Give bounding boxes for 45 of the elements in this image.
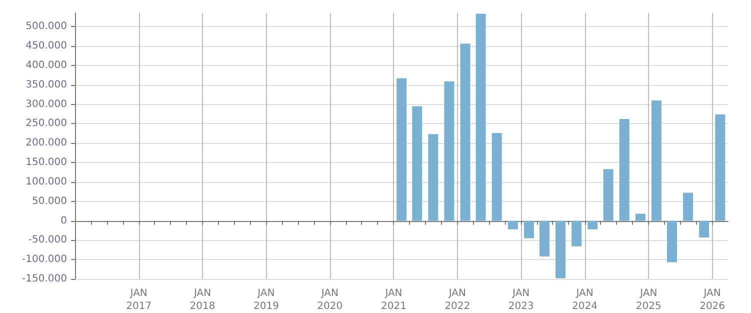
x-tick-label: JAN 2017 xyxy=(126,288,152,312)
y-tick-label: -50.000 xyxy=(28,234,67,246)
bar xyxy=(619,119,630,221)
bar xyxy=(428,134,438,221)
x-tick-label: JAN 2018 xyxy=(190,288,216,312)
bar xyxy=(524,220,534,238)
y-tick-label: 500.000 xyxy=(26,21,67,32)
y-tick-label: 100.000 xyxy=(26,176,67,188)
bar xyxy=(683,192,694,221)
y-tick-label: 250.000 xyxy=(26,118,67,130)
x-tick-label: JAN 2025 xyxy=(636,288,662,312)
x-tick-label: JAN 2024 xyxy=(572,288,598,312)
bar xyxy=(572,220,582,246)
bar xyxy=(635,214,646,221)
y-tick-label: 0 xyxy=(60,215,67,226)
y-tick-label: 200.000 xyxy=(26,138,67,149)
y-tick-label: 50.000 xyxy=(32,196,67,207)
x-tick-label: JAN 2019 xyxy=(253,288,279,312)
y-tick-label: 350.000 xyxy=(26,79,67,90)
x-tick-label: JAN 2020 xyxy=(317,288,343,312)
y-tick-label: -100.000 xyxy=(22,254,67,266)
x-tick-label: JAN 2021 xyxy=(381,288,406,312)
x-tick-label: JAN 2026 xyxy=(700,288,726,312)
y-tick-label: -150.000 xyxy=(22,274,67,284)
y-tick-label: 150.000 xyxy=(26,157,67,168)
bar xyxy=(412,106,422,221)
bar xyxy=(492,132,502,221)
bar xyxy=(508,220,518,230)
x-tick-label: JAN 2023 xyxy=(508,288,534,312)
y-tick-label: 300.000 xyxy=(26,98,67,110)
y-tick-label: 450.000 xyxy=(26,40,67,52)
y-tick-label: 400.000 xyxy=(26,60,67,71)
bar xyxy=(476,14,486,221)
bar xyxy=(715,114,726,221)
bar xyxy=(667,220,677,262)
bar xyxy=(588,220,598,230)
bar xyxy=(539,220,550,256)
bar xyxy=(444,81,454,221)
bar xyxy=(651,100,662,221)
bar xyxy=(556,220,566,278)
bar xyxy=(396,78,407,221)
bar xyxy=(603,169,614,221)
bar xyxy=(460,44,470,221)
bar xyxy=(699,220,710,238)
x-tick-label: JAN 2022 xyxy=(444,288,470,312)
